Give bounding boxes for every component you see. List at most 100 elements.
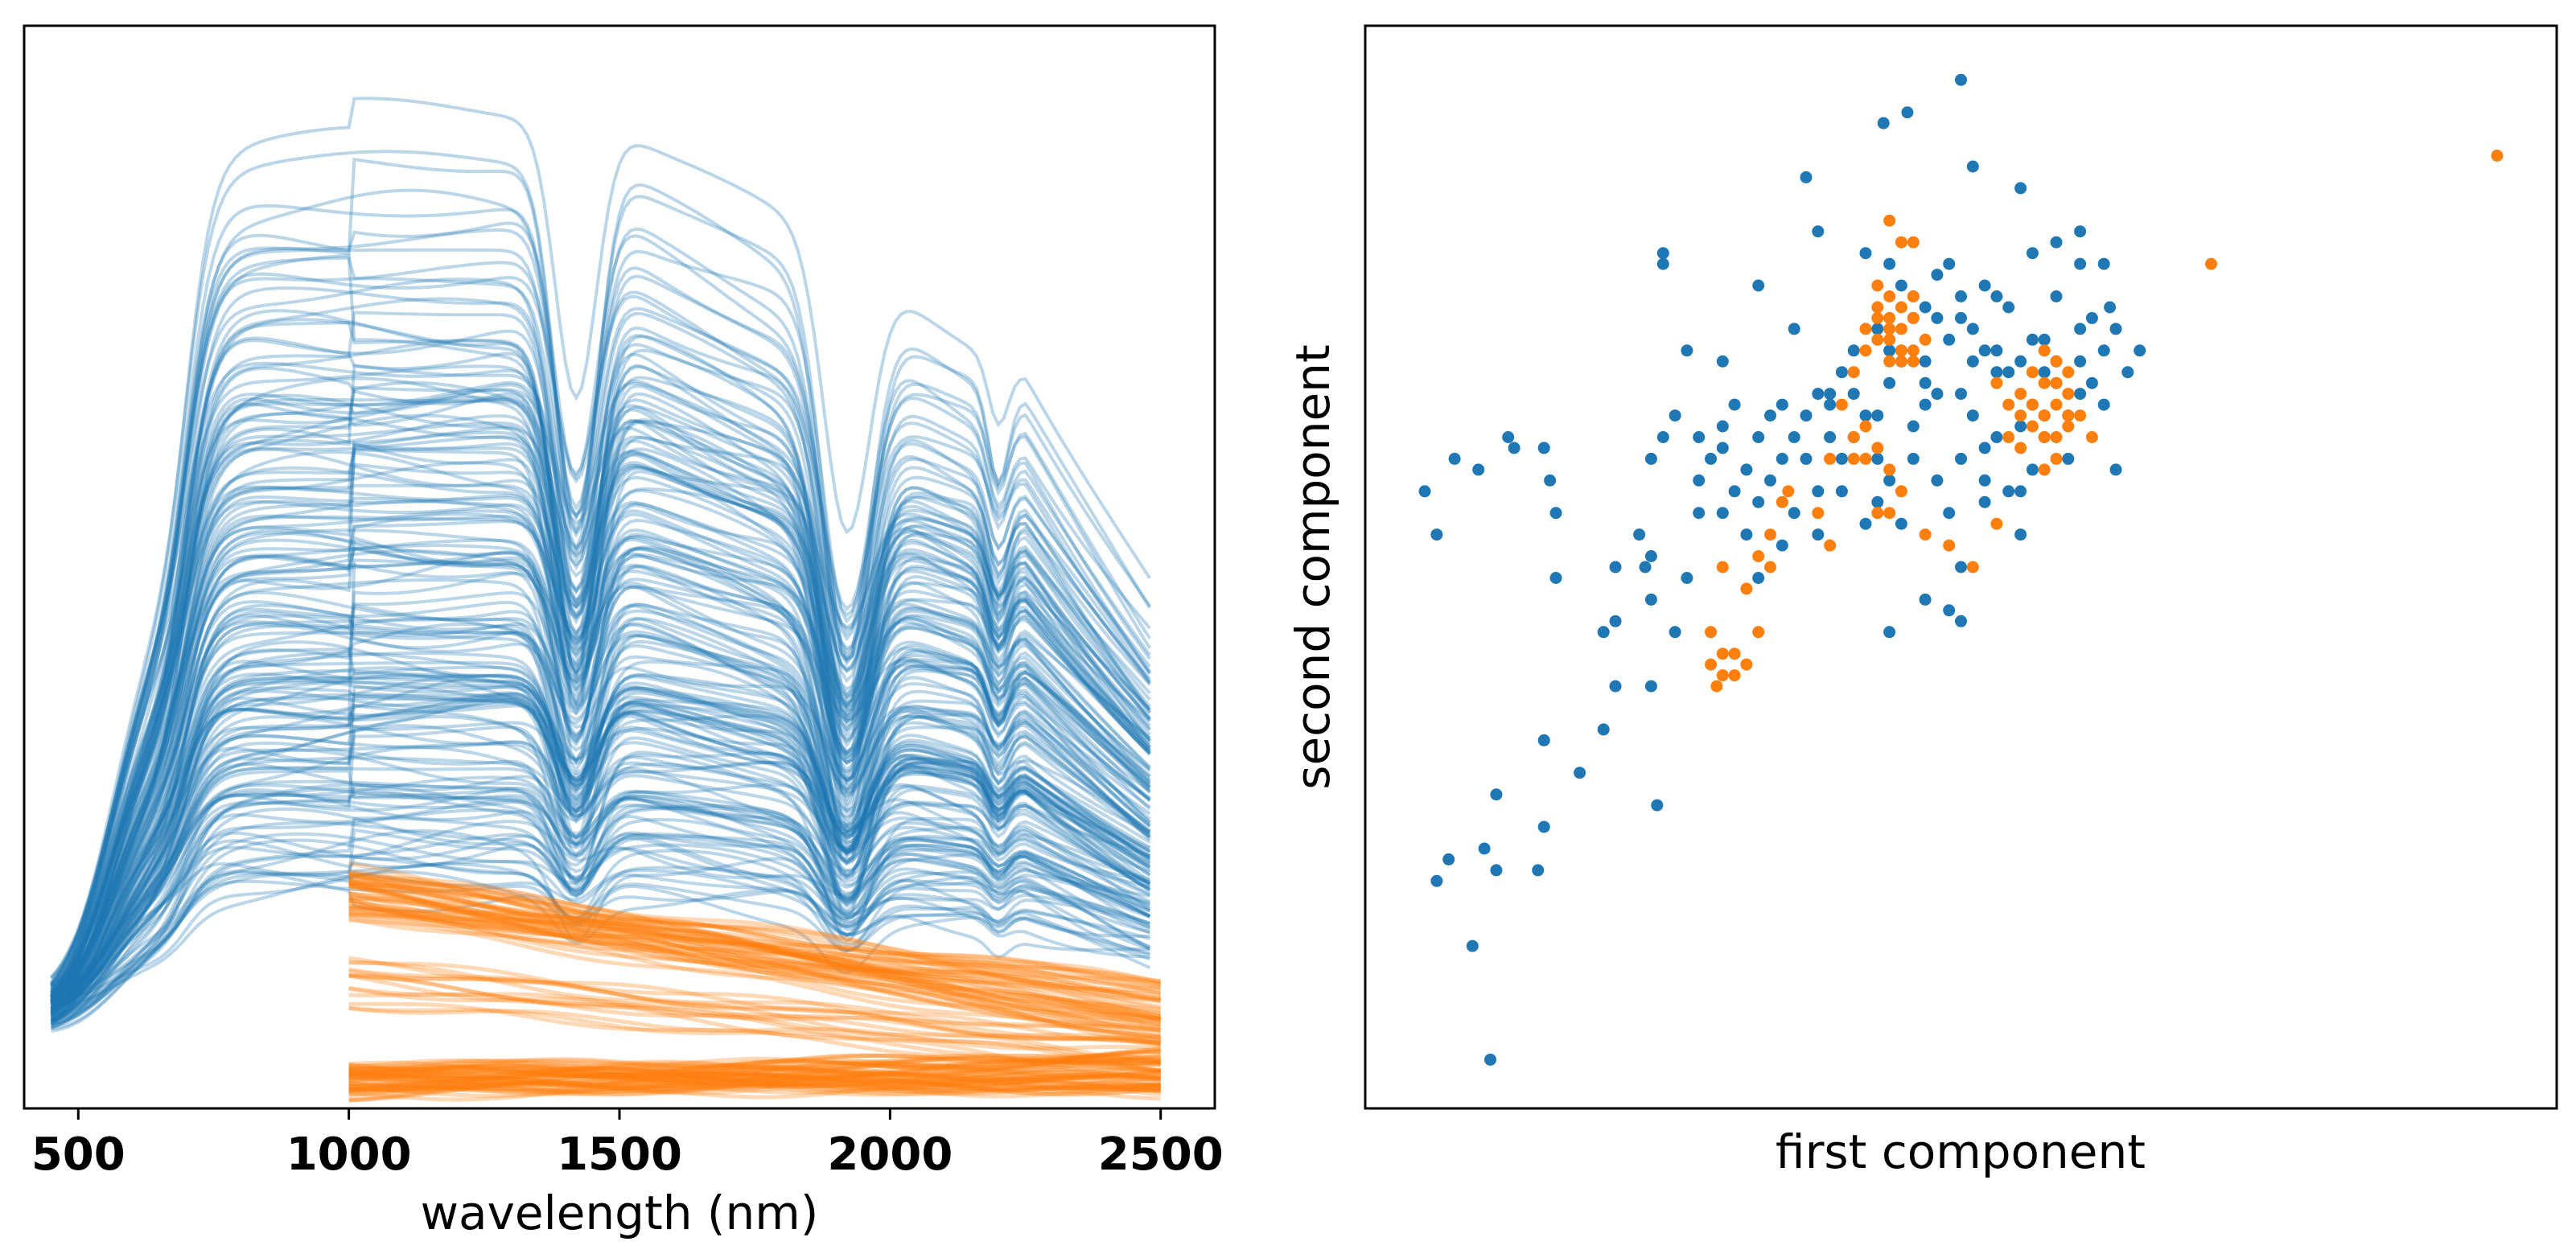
scatter-point-orange: [2038, 409, 2051, 422]
scatter-point-orange: [1782, 485, 1795, 498]
scatter-point-orange: [1740, 582, 1753, 595]
spectrum-line-blue: [49, 228, 1151, 986]
scatter-point-blue: [1895, 517, 1907, 530]
spectrum-line-orange: [348, 972, 1161, 1073]
spectrum-line-blue: [50, 689, 1151, 1018]
spectrum-line-orange: [348, 1072, 1161, 1087]
scatter-point-blue: [1955, 452, 1967, 465]
scatter-point-blue: [1931, 388, 1944, 401]
scatter-point-blue: [1644, 680, 1657, 693]
scatter-point-blue: [1883, 376, 1896, 389]
scatter-point-blue: [1788, 323, 1800, 335]
scatter-point-blue: [1883, 344, 1896, 357]
scatter-point-blue: [1740, 463, 1753, 476]
scatter-point-blue: [1966, 323, 1979, 335]
spectrum-line-orange: [348, 1066, 1161, 1081]
scatter-point-blue: [1681, 572, 1693, 584]
spectrum-line-orange: [348, 1063, 1161, 1090]
spectrum-line-orange: [348, 883, 1162, 1019]
spectrum-line-orange: [348, 913, 1162, 1016]
spectrum-line-orange: [348, 1054, 1161, 1071]
scatter-point-blue: [1871, 323, 1884, 335]
spectrum-line-blue: [50, 798, 1150, 1011]
spectrum-line-orange: [348, 1077, 1161, 1101]
scatter-point-blue: [1508, 442, 1520, 454]
spectrum-line-blue: [50, 672, 1151, 1017]
scatter-point-blue: [1656, 257, 1669, 270]
spectrum-line-orange: [348, 871, 1162, 1004]
spectrum-line-orange: [348, 1058, 1161, 1103]
spectrum-line-blue: [50, 734, 1151, 1017]
spectrum-line-orange: [348, 880, 1162, 987]
spectrum-line-orange: [348, 883, 1161, 1003]
spectrum-line-orange: [348, 1073, 1161, 1096]
scatter-point-orange: [1740, 658, 1753, 671]
scatter-points: [1418, 73, 2504, 1066]
scatter-point-orange: [1859, 420, 1872, 433]
spectrum-line-orange: [348, 992, 1162, 1046]
spectrum-line-blue: [51, 832, 1151, 1026]
spectrum-line-blue: [51, 807, 1151, 1033]
scatter-point-blue: [1544, 474, 1557, 487]
spectrum-line-blue: [50, 364, 1151, 1003]
scatter-point-blue: [1966, 409, 1979, 422]
scatter-point-blue: [1740, 528, 1753, 541]
spectrum-line-orange: [348, 905, 1161, 995]
spectrum-line-orange: [348, 876, 1162, 985]
scatter-point-blue: [2050, 290, 2063, 302]
spectrum-line-blue: [50, 426, 1151, 993]
scatter-point-orange: [2062, 366, 2075, 379]
spectrum-line-orange: [348, 913, 1161, 1001]
scatter-point-blue: [1919, 355, 1932, 368]
spectrum-line-blue: [50, 376, 1151, 1002]
spectrum-line-blue: [50, 483, 1151, 999]
spectrum-line-blue: [50, 708, 1150, 998]
spectrum-line-orange: [348, 1049, 1161, 1094]
scatter-point-blue: [1824, 431, 1837, 443]
scatter-point-orange: [1705, 658, 1717, 671]
spectrum-line-orange: [348, 876, 1162, 996]
scatter-point-orange: [1895, 485, 1907, 498]
spectrum-line-blue: [50, 446, 1151, 997]
spectrum-line-blue: [51, 640, 1151, 1029]
scatter-point-blue: [1788, 431, 1800, 443]
spectrum-line-blue: [51, 816, 1150, 1015]
spectrum-line-blue: [50, 398, 1151, 999]
spectrum-line-orange: [348, 986, 1161, 1041]
scatter-point-blue: [1919, 376, 1932, 389]
spectrum-line-orange: [348, 1005, 1162, 1063]
scatter-point-blue: [1955, 73, 1967, 86]
spectrum-line-blue: [50, 756, 1151, 1011]
scatter-point-blue: [1812, 528, 1825, 541]
spectrum-line-blue: [50, 693, 1151, 1013]
scatter-point-orange: [1824, 539, 1837, 552]
spectrum-line-blue: [50, 721, 1151, 1014]
spectrum-line-orange: [348, 1054, 1161, 1079]
spectrum-line-orange: [348, 1046, 1161, 1079]
scatter-point-orange: [1752, 550, 1765, 562]
spectrum-line-blue: [50, 578, 1151, 1001]
scatter-point-blue: [1484, 1053, 1496, 1066]
scatter-point-orange: [1871, 301, 1884, 314]
spectrum-line-blue: [50, 680, 1151, 1013]
scatter-point-orange: [2038, 344, 2051, 357]
scatter-point-orange: [2050, 398, 2063, 411]
spectrum-line-orange: [348, 904, 1161, 1001]
scatter-point-orange: [1883, 323, 1896, 335]
scatter-point-blue: [1644, 452, 1657, 465]
spectrum-line-orange: [348, 1063, 1161, 1079]
spectrum-line-blue: [50, 685, 1151, 1013]
scatter-point-blue: [2014, 355, 2027, 368]
scatter-point-blue: [1537, 820, 1550, 833]
spectrum-line-blue: [49, 388, 1151, 984]
spectrum-line-blue: [50, 746, 1150, 997]
spectrum-line-blue: [50, 248, 1151, 993]
scatter-point-blue: [1990, 290, 2003, 302]
spectrum-line-blue: [50, 413, 1151, 989]
spectrum-line-orange: [348, 1061, 1161, 1083]
scatter-point-blue: [1800, 452, 1813, 465]
scatter-point-blue: [1883, 257, 1896, 270]
spectrum-line-orange: [348, 869, 1162, 1030]
spectrum-line-orange: [348, 1065, 1161, 1082]
scatter-point-blue: [1549, 572, 1562, 584]
